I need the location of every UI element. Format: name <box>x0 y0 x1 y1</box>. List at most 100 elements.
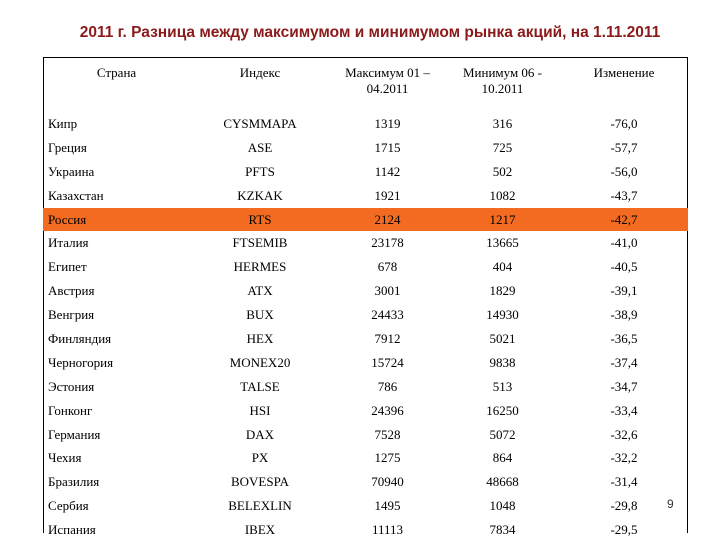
table-cell: 1829 <box>489 283 516 299</box>
table-cell: Венгрия <box>48 307 95 323</box>
table-cell: 1082 <box>489 187 516 203</box>
table-cell: 7528 <box>374 426 401 442</box>
table-cell: -57,7 <box>610 139 638 155</box>
table-cell: 23178 <box>371 235 404 251</box>
table-row: Россия RTS 2124 1217 -42,7 <box>43 207 688 232</box>
table-cell: Сербия <box>48 498 89 514</box>
table-cell: 14930 <box>486 307 519 323</box>
table-cell: -29,8 <box>610 498 638 514</box>
table-cell: Греция <box>48 139 87 155</box>
column-header-text: Индекс <box>239 65 281 80</box>
table-cell: -34,7 <box>610 378 638 394</box>
table-cell: -29,5 <box>610 522 638 538</box>
table-cell: 864 <box>492 450 513 466</box>
table-cell: 1715 <box>374 139 401 155</box>
table-cell: -32,2 <box>610 450 638 466</box>
table-cell: -37,4 <box>610 354 638 370</box>
table-cell: Кипр <box>48 115 78 131</box>
table-row: Италия FTSEMIB 23178 13665 -41,0 <box>43 231 688 255</box>
table-cell: FTSEMIB <box>232 235 288 251</box>
table-row: Черногория MONEX20 15724 9838 -37,4 <box>43 351 688 375</box>
table-cell: -32,6 <box>610 426 638 442</box>
page-number: 9 <box>667 497 674 511</box>
table-cell: -33,4 <box>610 402 638 418</box>
table-cell: IBEX <box>244 522 276 538</box>
table-cell: -76,0 <box>610 115 638 131</box>
column-header: Максимум 01 – 04.2011 <box>330 57 445 112</box>
table-cell: 5072 <box>489 426 516 442</box>
table-cell: RTS <box>190 207 330 232</box>
table-cell: 1275 <box>374 450 401 466</box>
table-cell: HERMES <box>233 259 287 275</box>
table-cell: Финляндия <box>48 330 112 346</box>
table-cell: PFTS <box>245 163 275 179</box>
table-row: Бразилия BOVESPA 70940 48668 -31,4 <box>43 470 688 494</box>
table-cell: 3001 <box>374 283 401 299</box>
table-cell: ATX <box>247 283 273 299</box>
table-cell: 15724 <box>371 354 404 370</box>
table-cell: ASE <box>247 139 273 155</box>
table-cell: -40,5 <box>610 259 638 275</box>
table-row: Испания IBEX 11113 7834 -29,5 <box>43 518 688 542</box>
table-cell: 725 <box>492 139 513 155</box>
header-row: Страна Индекс Максимум 01 – 04.2011 Минимум… <box>43 57 688 112</box>
table-cell: -36,5 <box>610 330 638 346</box>
table-cell: 24433 <box>371 307 404 323</box>
table-cell: 513 <box>492 378 513 394</box>
column-header-text: Минимум 06 - 10.2011 <box>462 65 543 96</box>
table-cell: 1142 <box>374 163 401 179</box>
table-cell: Чехия <box>48 450 82 466</box>
table-body: Кипр CYSMMAPA 1319 316 -76,0 Греция ASE 1715 725… <box>43 112 688 542</box>
table-cell: Украина <box>48 163 95 179</box>
table-cell: 678 <box>377 259 398 275</box>
table-row: Австрия ATX 3001 1829 -39,1 <box>43 279 688 303</box>
title: 2011 г. Разница между максимумом и миним… <box>79 24 661 41</box>
table-cell: 13665 <box>486 235 519 251</box>
table-cell: DAX <box>245 426 275 442</box>
table: Страна Индекс Максимум 01 – 04.2011 Минимум… <box>43 57 688 542</box>
table-cell: Испания <box>48 522 96 538</box>
table-cell: CYSMMAPA <box>223 115 297 131</box>
column-header-text: Страна <box>96 65 137 80</box>
column-header: Минимум 06 - 10.2011 <box>445 57 560 112</box>
table-cell: 11113 <box>371 522 404 538</box>
table-row: Венгрия BUX 24433 14930 -38,9 <box>43 303 688 327</box>
table-row: Финляндия HEX 7912 5021 -36,5 <box>43 327 688 351</box>
table-cell: BUX <box>246 307 274 323</box>
table-row: Эстония TALSE 786 513 -34,7 <box>43 375 688 399</box>
table-cell: -31,4 <box>610 474 638 490</box>
table-cell: 502 <box>492 163 513 179</box>
table-cell: 786 <box>377 378 398 394</box>
table-cell: Германия <box>48 426 101 442</box>
table-cell: Гонконг <box>48 402 93 418</box>
table-cell: HSI <box>249 402 271 418</box>
table-cell: 1217 <box>445 207 560 232</box>
table-cell: 5021 <box>489 330 516 346</box>
table-row: Гонконг HSI 24396 16250 -33,4 <box>43 399 688 423</box>
column-header: Изменение <box>560 57 688 112</box>
table-cell: 316 <box>492 115 513 131</box>
table-row: Сербия BELEXLIN 1495 1048 -29,8 <box>43 494 688 518</box>
table-cell: Австрия <box>48 283 95 299</box>
table-cell: Эстония <box>48 378 95 394</box>
table-cell: Казахстан <box>48 187 104 203</box>
table-cell: Черногория <box>48 354 114 370</box>
table-cell: 404 <box>492 259 513 275</box>
table-cell: BOVESPA <box>230 474 290 490</box>
table-cell: Египет <box>48 259 87 275</box>
table-cell: PX <box>251 450 269 466</box>
table-cell: KZKAK <box>237 187 283 203</box>
table-cell: Италия <box>48 235 89 251</box>
column-header-text: Максимум 01 – 04.2011 <box>345 65 430 96</box>
table-row: Египет HERMES 678 404 -40,5 <box>43 255 688 279</box>
table-cell: HEX <box>246 330 274 346</box>
column-header-text: Изменение <box>593 65 655 80</box>
table-cell: BELEXLIN <box>228 498 292 514</box>
table-row: Украина PFTS 1142 502 -56,0 <box>43 160 688 184</box>
table-cell: -38,9 <box>610 307 638 323</box>
table-cell: 1495 <box>374 498 401 514</box>
table-cell: 1048 <box>489 498 516 514</box>
table-cell: 7834 <box>489 522 516 538</box>
table-cell: TALSE <box>240 378 280 394</box>
